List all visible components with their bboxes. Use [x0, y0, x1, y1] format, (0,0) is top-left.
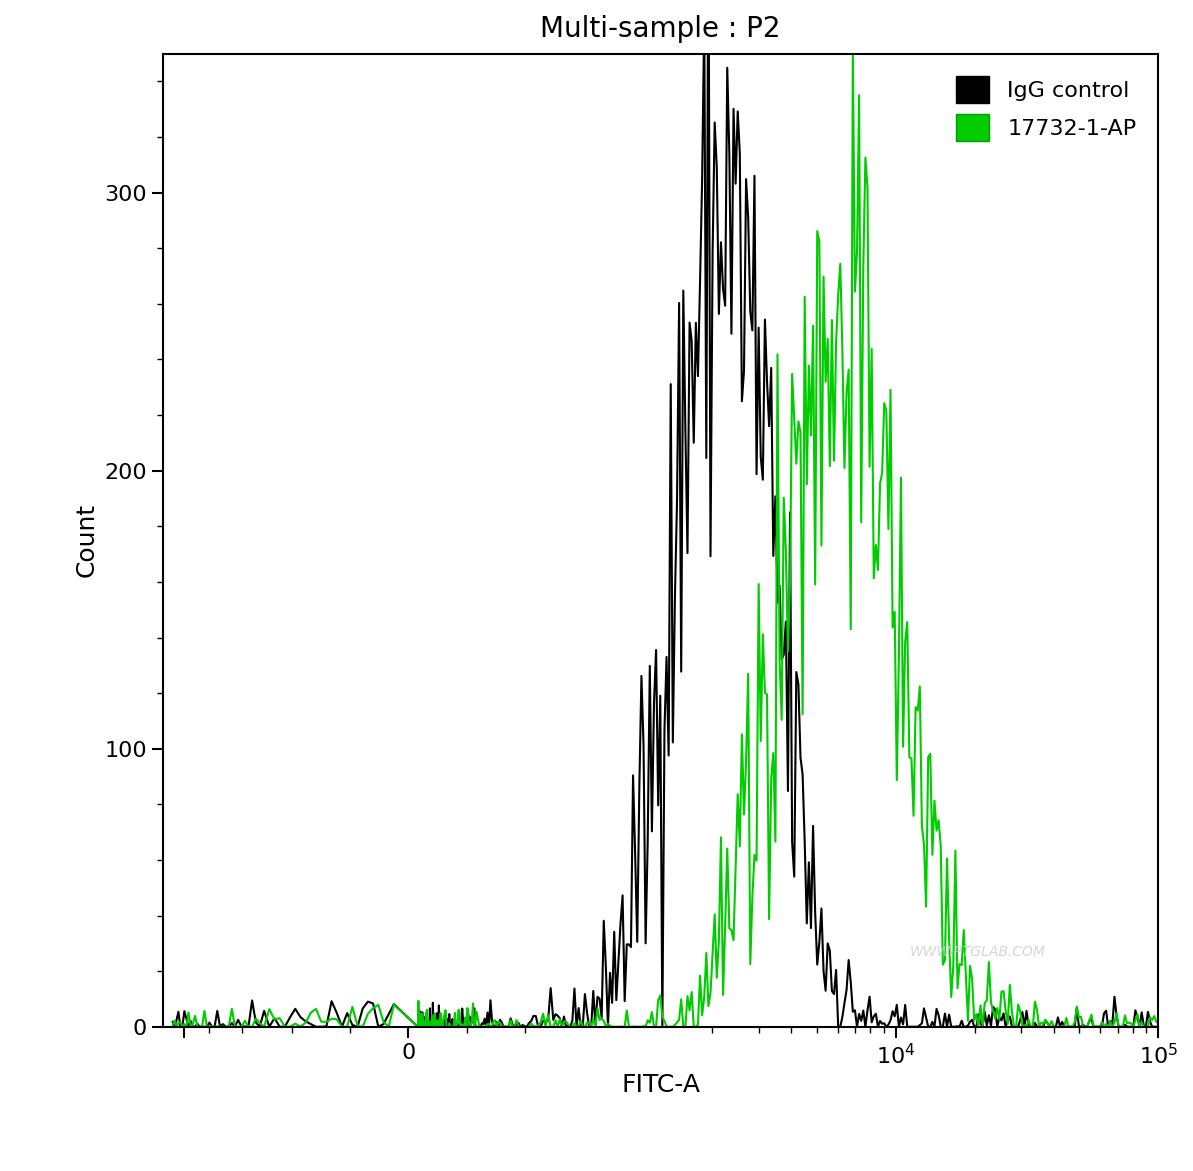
- Title: Multi-sample : P2: Multi-sample : P2: [540, 15, 781, 43]
- 17732-1-AP: [1130, 1007, 1144, 1021]
- 17732-1-AP: [611, 1020, 625, 1034]
- IgG control: [968, 1020, 982, 1034]
- X-axis label: FITC-A: FITC-A: [622, 1074, 700, 1097]
- 17732-1-AP: [166, 1018, 180, 1032]
- 17732-1-AP: [846, 42, 860, 56]
- IgG control: [166, 1015, 180, 1029]
- Legend: IgG control, 17732-1-AP: IgG control, 17732-1-AP: [945, 64, 1148, 152]
- IgG control: [733, 146, 747, 160]
- IgG control: [611, 956, 625, 970]
- 17732-1-AP: [730, 787, 744, 801]
- IgG control: [1130, 1011, 1144, 1025]
- 17732-1-AP: [169, 1020, 184, 1034]
- Text: WWW.PTGLAB.COM: WWW.PTGLAB.COM: [909, 945, 1045, 959]
- Line: IgG control: IgG control: [173, 0, 1158, 1027]
- 17732-1-AP: [968, 1014, 982, 1028]
- IgG control: [1151, 1020, 1166, 1034]
- Y-axis label: Count: Count: [75, 504, 99, 577]
- 17732-1-AP: [1151, 1016, 1166, 1030]
- Line: 17732-1-AP: 17732-1-AP: [173, 49, 1158, 1027]
- 17732-1-AP: [605, 1020, 619, 1034]
- IgG control: [674, 665, 688, 679]
- 17732-1-AP: [674, 992, 688, 1006]
- IgG control: [605, 995, 619, 1009]
- IgG control: [167, 1020, 181, 1034]
